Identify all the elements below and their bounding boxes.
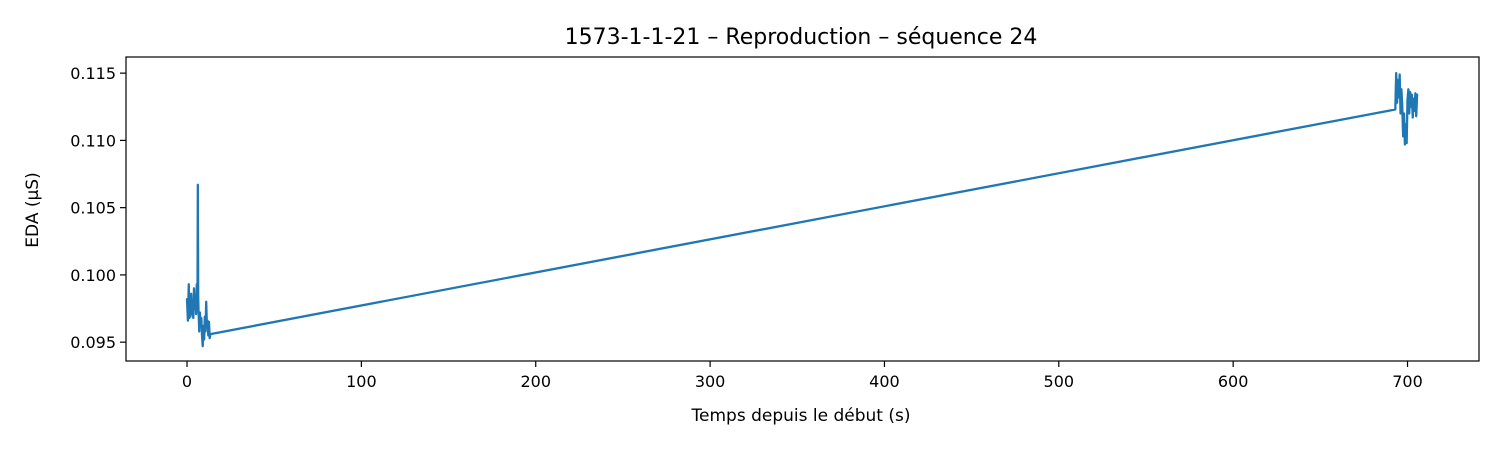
y-tick-label: 0.105	[70, 199, 116, 218]
y-tick-label: 0.100	[70, 266, 116, 285]
plot-frame	[125, 56, 1480, 362]
x-tick-label: 600	[1218, 372, 1249, 391]
y-axis-label: EDA (µS)	[23, 172, 43, 247]
x-axis-label: Temps depuis le début (s)	[691, 406, 911, 426]
x-tick-label: 200	[520, 372, 551, 391]
x-tick-label: 0	[182, 372, 192, 391]
plot-area	[185, 71, 1419, 348]
x-tick-label: 400	[869, 372, 900, 391]
x-tick-label: 500	[1044, 372, 1075, 391]
chart-title: 1573-1-1-21 – Reproduction – séquence 24	[565, 25, 1038, 50]
x-tick-label: 300	[695, 372, 726, 391]
y-tick-label: 0.095	[70, 333, 116, 352]
y-tick-label: 0.110	[70, 131, 116, 150]
y-tick-label: 0.115	[70, 64, 116, 83]
series-line-0	[185, 71, 1419, 348]
x-tick-label: 100	[346, 372, 377, 391]
x-axis: 0 100 200 300 400 500 600 700	[182, 361, 1423, 391]
x-tick-label: 700	[1392, 372, 1423, 391]
y-axis: 0.095 0.100 0.105 0.110 0.115	[70, 64, 126, 352]
